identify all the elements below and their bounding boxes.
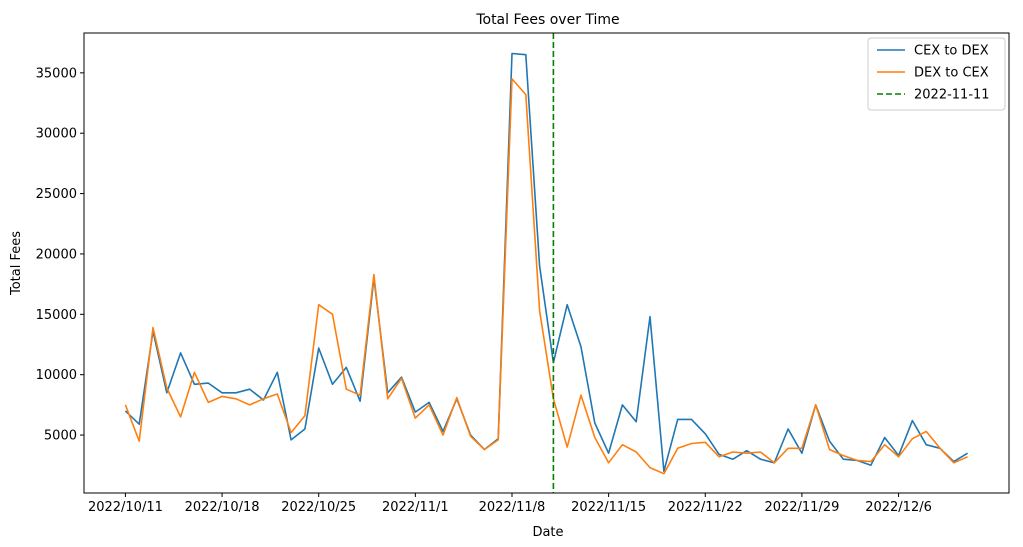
- legend-box: [867, 37, 1006, 111]
- x-axis: 2022/10/11 2022/10/18 2022/10/25 2022/11/1 2…: [88, 493, 932, 515]
- x-tick-label: 2022/10/18: [185, 500, 260, 515]
- chart-title: Total Fees over Time: [475, 12, 619, 28]
- x-tick-label: 2022/11/8: [479, 500, 546, 515]
- x-tick-label: 2022/11/29: [764, 500, 839, 515]
- x-tick-label: 2022/11/15: [571, 500, 646, 515]
- y-tick-label: 25000: [36, 187, 77, 202]
- y-tick-label: 15000: [36, 308, 77, 323]
- y-tick-label: 30000: [36, 127, 77, 142]
- plot-area-frame: [83, 32, 1010, 494]
- series-line-cex-to-dex: [124, 52, 969, 473]
- y-tick-label: 10000: [36, 368, 77, 383]
- legend-label: CEX to DEX: [914, 44, 989, 59]
- x-tick-label: 2022/10/11: [88, 500, 163, 515]
- legend-label: 2022-11-11: [914, 88, 990, 103]
- x-tick-label: 2022/11/1: [382, 500, 449, 515]
- legend-label: DEX to CEX: [914, 66, 989, 81]
- series-line-dex-to-cex: [124, 78, 968, 475]
- series-layer: [124, 52, 969, 475]
- y-axis-label: Total Fees: [9, 231, 24, 296]
- y-tick-label: 35000: [36, 66, 77, 81]
- x-axis-label: Date: [532, 525, 563, 540]
- x-tick-label: 2022/12/6: [865, 500, 932, 515]
- x-tick-label: 2022/11/22: [668, 500, 743, 515]
- legend: CEX to DEX DEX to CEX 2022-11-11: [867, 37, 1006, 111]
- y-axis: 5000 10000 15000 20000 25000 30000 35000: [36, 66, 84, 444]
- x-tick-label: 2022/10/25: [281, 500, 356, 515]
- y-tick-label: 5000: [44, 429, 77, 444]
- y-tick-label: 20000: [36, 247, 77, 262]
